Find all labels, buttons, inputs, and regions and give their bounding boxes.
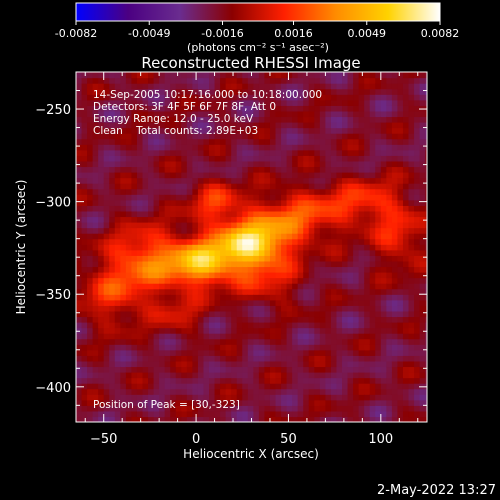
annotation-counts: Clean Total counts: 2.89E+03	[93, 125, 258, 137]
colorbar-tick-label: -0.0016	[201, 27, 243, 40]
y-tick-label: −400	[35, 381, 71, 396]
colorbar	[75, 2, 441, 22]
x-tick-label: −50	[90, 432, 117, 447]
colorbar-tick-label: -0.0049	[128, 27, 170, 40]
colorbar-tick-label: 0.0016	[274, 27, 313, 40]
annotation-time: 14-Sep-2005 10:17:16.000 to 10:18:00.000	[93, 89, 322, 101]
y-tick-label: −350	[35, 288, 71, 303]
colorbar-tick-label: 0.0082	[421, 27, 460, 40]
colorbar-units: (photons cm⁻² s⁻¹ asec⁻²)	[187, 41, 329, 54]
axes: −50 0 50 100 −250 −300 −350 −400	[35, 71, 427, 447]
y-tick-label: −300	[35, 196, 71, 211]
annotation-detectors: Detectors: 3F 4F 5F 6F 7F 8F, Att 0	[93, 101, 276, 113]
x-tick-label: 100	[368, 432, 393, 447]
y-axis-label: Heliocentric Y (arcsec)	[14, 180, 28, 315]
timestamp: 2-May-2022 13:27	[377, 483, 496, 498]
chart-title: Reconstructed RHESSI Image	[141, 54, 360, 72]
x-tick-label: 0	[192, 432, 200, 447]
colorbar-tick-label: 0.0049	[348, 27, 387, 40]
annotation-energy: Energy Range: 12.0 - 25.0 keV	[93, 113, 254, 125]
heatmap-image	[76, 72, 427, 422]
x-axis-label: Heliocentric X (arcsec)	[183, 447, 319, 461]
y-tick-label: −250	[35, 103, 71, 118]
colorbar-ticks: -0.0082 -0.0049 -0.0016 0.0016 0.0049 0.0082	[55, 21, 459, 40]
colorbar-tick-label: -0.0082	[55, 27, 97, 40]
x-tick-label: 50	[280, 432, 297, 447]
peak-position-label: Position of Peak = [30,-323]	[93, 399, 240, 411]
info-annotations: 14-Sep-2005 10:17:16.000 to 10:18:00.000…	[93, 89, 322, 137]
